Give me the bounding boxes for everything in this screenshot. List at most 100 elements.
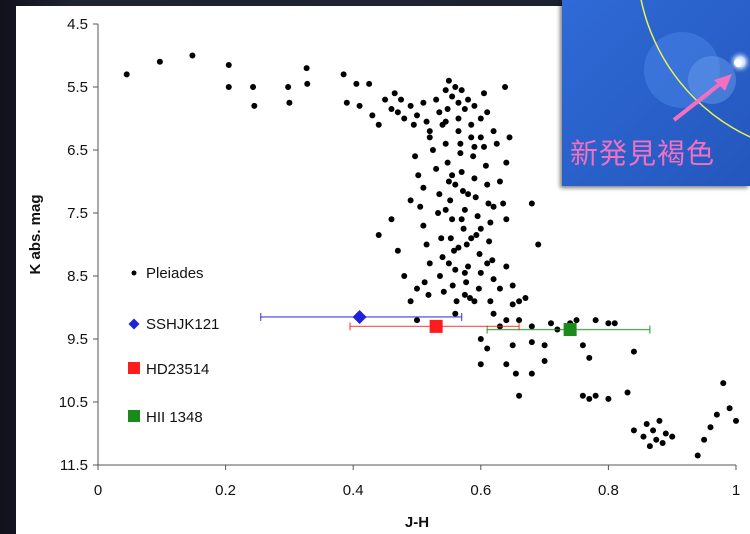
pleiades-point <box>477 336 484 342</box>
pleiades-point <box>452 181 459 188</box>
pleiades-point <box>442 118 449 125</box>
pleiades-point <box>465 263 472 270</box>
pleiades-point <box>471 102 478 109</box>
pleiades-point <box>477 115 484 122</box>
pleiades-point <box>382 96 389 103</box>
pleiades-point <box>436 109 443 116</box>
pleiades-point <box>662 430 669 437</box>
pleiades-point <box>251 102 258 109</box>
pleiades-point <box>444 106 451 113</box>
arrow-icon <box>672 78 727 122</box>
pleiades-point <box>436 191 443 198</box>
pleiades-point <box>506 134 513 141</box>
pleiades-point <box>451 247 458 254</box>
pleiades-point <box>646 443 653 450</box>
pleiades-point <box>701 436 708 443</box>
pleiades-point <box>442 206 449 213</box>
pleiades-point <box>669 433 676 440</box>
pleiades-point <box>516 298 523 305</box>
pleiades-point <box>156 58 163 65</box>
pleiades-point <box>420 99 427 106</box>
pleiades-point <box>485 200 492 207</box>
y-axis-title: K abs. mag <box>27 194 44 274</box>
pleiades-point <box>375 121 382 128</box>
pleiades-point <box>592 317 599 324</box>
pleiades-point <box>463 241 470 248</box>
pleiades-point <box>455 244 462 251</box>
pleiades-point <box>541 358 548 365</box>
x-tick-label: 0 <box>94 482 102 499</box>
pleiades-point <box>624 389 631 396</box>
pleiades-point <box>439 254 446 261</box>
pleiades-point <box>502 84 509 90</box>
pleiades-point <box>477 134 484 141</box>
pleiades-point <box>503 361 510 368</box>
pleiades-point <box>465 96 472 103</box>
pleiades-point <box>484 181 491 188</box>
inset-graphic <box>562 0 750 186</box>
pleiades-point <box>461 269 468 276</box>
pleiades-point <box>468 235 475 242</box>
pleiades-point <box>225 61 232 68</box>
pleiades-point <box>470 153 477 160</box>
pleiades-point <box>503 216 510 223</box>
legend-item-hd23514-swatch <box>128 362 140 374</box>
pleiades-point <box>489 257 496 264</box>
pleiades-point <box>303 65 310 72</box>
x-tick-label: 1 <box>732 482 740 499</box>
pleiades-point <box>420 184 427 191</box>
pleiades-point <box>436 273 443 279</box>
pleiades-point <box>353 80 360 87</box>
pleiades-point <box>426 128 433 135</box>
pleiades-point <box>285 84 292 90</box>
pleiades-point <box>414 112 420 119</box>
pleiades-point <box>449 93 456 100</box>
chart-axes <box>97 24 736 466</box>
pleiades-point <box>414 317 420 324</box>
pleiades-point <box>398 96 405 103</box>
pleiades-point <box>586 395 593 402</box>
pleiades-point <box>477 361 484 368</box>
pleiades-point <box>480 90 487 97</box>
pleiades-point <box>592 392 599 399</box>
pleiades-point <box>414 285 420 292</box>
pleiades-point <box>455 128 462 135</box>
pleiades-point <box>304 80 311 87</box>
pleiades-points <box>123 52 739 459</box>
pleiades-point <box>503 159 510 166</box>
pleiades-point <box>461 106 468 113</box>
pleiades-point <box>500 200 507 207</box>
x-axis-ticks: 0 0.2 0.4 0.6 0.8 1 <box>94 465 740 499</box>
y-tick-label: 7.5 <box>67 205 88 222</box>
pleiades-point <box>421 279 428 286</box>
x-axis-title: J-H <box>405 514 429 531</box>
pleiades-point <box>442 140 449 147</box>
pleiades-point <box>433 165 440 172</box>
pleiades-point <box>394 247 401 254</box>
pleiades-point <box>480 143 487 150</box>
pleiades-point <box>407 102 414 109</box>
pleiades-point <box>490 276 497 283</box>
pleiades-point <box>522 295 529 302</box>
pleiades-point <box>605 320 612 327</box>
pleiades-point <box>490 203 497 210</box>
pleiades-point <box>468 121 475 128</box>
pleiades-point <box>453 298 460 305</box>
pleiades-point <box>417 203 424 210</box>
pleiades-point <box>653 436 660 443</box>
pleiades-point <box>452 84 459 90</box>
pleiades-point <box>496 285 503 292</box>
pleiades-point <box>440 288 447 295</box>
x-tick-label: 0.4 <box>343 482 364 499</box>
pleiades-point <box>605 395 612 402</box>
pleiades-point <box>388 216 395 223</box>
pleiades-point <box>528 370 535 377</box>
highlighted-objects <box>260 309 651 337</box>
pleiades-point <box>366 80 373 87</box>
pleiades-point <box>369 112 376 119</box>
legend: Pleiades SSHJK121 HD23514 HII 1348 <box>128 265 219 426</box>
pleiades-point <box>707 424 714 431</box>
y-tick-label: 6.5 <box>67 142 88 159</box>
pleiades-point <box>573 317 580 324</box>
y-tick-label: 10.5 <box>59 394 88 411</box>
